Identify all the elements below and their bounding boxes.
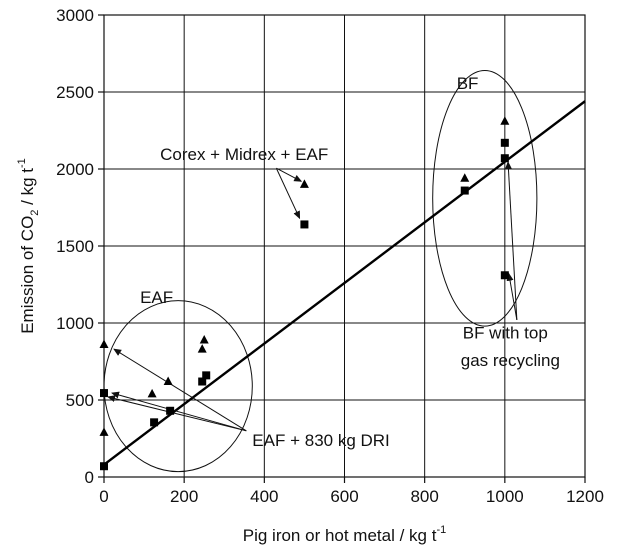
x-tick-label: 800 (410, 487, 438, 506)
square-point (100, 389, 108, 398)
square-point (300, 220, 309, 229)
square-point (500, 154, 509, 163)
x-tick-label: 400 (250, 487, 278, 506)
triangle-point (99, 427, 109, 436)
x-tick-label: 0 (99, 487, 108, 506)
triangle-point (500, 116, 510, 125)
annotation-arrow (504, 161, 518, 320)
annotation-label: EAF (140, 288, 173, 307)
square-point (500, 138, 509, 147)
square-point (202, 371, 211, 380)
x-tick-label: 1000 (486, 487, 524, 506)
annotation-arrow (111, 391, 247, 432)
square-point (198, 377, 207, 386)
square-point (460, 186, 469, 195)
group-ellipses (103, 69, 538, 473)
y-axis-title: Emission of CO2 / kg t-1 (16, 158, 41, 334)
x-axis-title-superscript: -1 (436, 524, 446, 536)
y-tick-label: 0 (85, 468, 94, 487)
triangle-point (147, 388, 157, 398)
annotation-arrows (107, 161, 518, 432)
annotation-arrow (275, 168, 301, 220)
x-axis-title: Pig iron or hot metal / kg t-1 (243, 524, 446, 545)
annotation-label: EAF + 830 kg DRI (252, 431, 389, 450)
annotation-arrow (506, 272, 518, 321)
square-point (500, 271, 509, 280)
triangle-point (460, 173, 470, 182)
y-axis-title-unit: / kg t (18, 168, 37, 210)
data-points (99, 116, 510, 471)
axis-ticks: 0 200 400 600 800 1000 1200 0 500 1000 1500 2000 250… (56, 6, 604, 506)
triangle-point (299, 179, 309, 188)
annotation-arrow (107, 395, 247, 432)
group-ellipse-eaf (103, 300, 253, 473)
square-point (100, 462, 108, 471)
annotations: BF EAF Corex + Midrex + EAF EAF + 830 kg DR… (140, 74, 560, 450)
y-axis-title-text: Emission of CO (18, 216, 37, 334)
y-axis-title-subscript: 2 (29, 210, 41, 216)
annotation-arrow (276, 167, 303, 182)
triangle-point (199, 334, 209, 344)
y-tick-label: 2000 (56, 160, 94, 179)
annotation-arrow (113, 348, 247, 432)
triangle-point (99, 339, 109, 349)
y-tick-label: 3000 (56, 6, 94, 25)
x-tick-label: 1200 (566, 487, 604, 506)
square-point (150, 418, 159, 427)
x-tick-label: 600 (330, 487, 358, 506)
gridlines (104, 15, 585, 477)
square-point (166, 406, 175, 415)
y-axis-title-superscript: -1 (16, 158, 28, 168)
triangle-point (197, 344, 207, 353)
y-tick-label: 1000 (56, 314, 94, 333)
y-tick-label: 2500 (56, 83, 94, 102)
annotation-label: gas recycling (461, 351, 560, 370)
group-ellipse-bf (432, 69, 538, 327)
triangle-point (163, 376, 173, 386)
y-tick-label: 1500 (56, 237, 94, 256)
x-tick-label: 200 (170, 487, 198, 506)
x-axis-title-text: Pig iron or hot metal / kg t (243, 526, 437, 545)
y-tick-label: 500 (66, 391, 94, 410)
annotation-label: Corex + Midrex + EAF (160, 145, 328, 164)
annotation-label: BF with top (463, 323, 548, 342)
annotation-label: BF (457, 74, 479, 93)
